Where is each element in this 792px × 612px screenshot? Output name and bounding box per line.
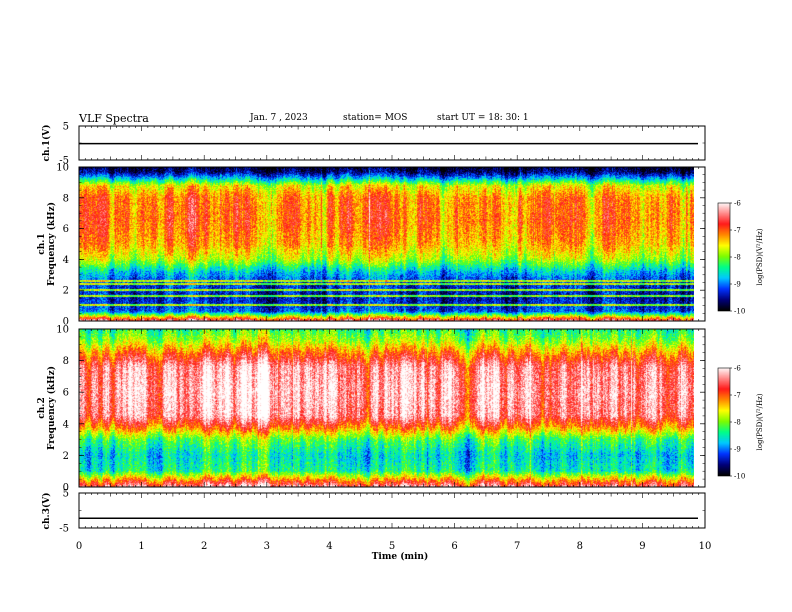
start-ut-label: start UT = 18: 30: 1 <box>437 113 529 123</box>
time-tick-label: 3 <box>264 541 270 552</box>
ch1-voltage-axis-label: ch.1(V) <box>41 125 52 162</box>
ch2-frequency-tick-label: 6 <box>63 388 69 399</box>
time-tick-label: 7 <box>514 541 520 552</box>
colorbar-tick-label: -6 <box>734 200 741 208</box>
time-tick-label: 1 <box>138 541 144 552</box>
ch1-frequency-tick-label: 8 <box>63 193 69 204</box>
ch2-frequency-tick-label: 10 <box>56 325 69 336</box>
spectrogram-image-ch2 <box>79 329 694 487</box>
panel-frame-4 <box>78 492 706 529</box>
ch2-frequency-axis-label: ch.2 <box>37 397 47 418</box>
ch1-frequency-axis-label: ch.1 <box>37 233 47 254</box>
colorbar-ch2 <box>718 368 730 476</box>
chart-title: VLF Spectra <box>79 112 149 125</box>
time-tick-label: 9 <box>639 541 645 552</box>
ch1-voltage-tick-label: 5 <box>63 122 69 133</box>
station-label: station= MOS <box>343 113 408 123</box>
colorbar-label-ch2: log(PSD)(V²/Hz) <box>756 393 764 450</box>
colorbar-tick-label: -6 <box>734 365 741 373</box>
time-tick-label: 0 <box>76 541 82 552</box>
time-axis-label: Time (min) <box>372 551 429 562</box>
ch1-frequency-axis-label: Frequency (kHz) <box>46 202 57 286</box>
colorbar-ch1 <box>718 203 730 311</box>
date-label: Jan. 7 , 2023 <box>250 113 308 123</box>
ch1-frequency-tick-label: 10 <box>56 163 69 174</box>
time-tick-label: 5 <box>389 541 395 552</box>
ch2-frequency-tick-label: 8 <box>63 356 69 367</box>
colorbar-tick-label: -8 <box>734 254 741 262</box>
time-tick-label: 8 <box>577 541 583 552</box>
ch3-voltage-tick-label: 5 <box>63 489 69 500</box>
time-tick-label: 6 <box>451 541 457 552</box>
colorbar-tick-label: -8 <box>734 419 741 427</box>
ch2-frequency-axis-label: Frequency (kHz) <box>46 366 57 450</box>
ch3-voltage-axis-label: ch.3(V) <box>41 493 52 530</box>
ch1-frequency-tick-label: 2 <box>63 286 69 297</box>
colorbar-tick-label: -7 <box>734 392 741 400</box>
ch1-frequency-tick-label: 6 <box>63 224 69 235</box>
ch1-frequency-tick-label: 0 <box>63 317 69 328</box>
colorbar-tick-label: -10 <box>734 473 745 481</box>
time-tick-label: 4 <box>326 541 332 552</box>
colorbar-tick-label: -9 <box>734 446 741 454</box>
colorbar-tick-label: -7 <box>734 227 741 235</box>
time-tick-label: 10 <box>699 541 712 552</box>
ch1-frequency-tick-label: 4 <box>63 255 69 266</box>
ch2-frequency-tick-label: 2 <box>63 451 69 462</box>
colorbar-label-ch1: log(PSD)(V²/Hz) <box>756 228 764 285</box>
ch2-frequency-tick-label: 4 <box>63 419 69 430</box>
ch2-frequency-tick-label: 0 <box>63 483 69 494</box>
colorbar-tick-label: -10 <box>734 308 745 316</box>
colorbar-tick-label: -9 <box>734 281 741 289</box>
ch3-voltage-tick-label: -5 <box>59 524 69 535</box>
spectrogram-image-ch1 <box>79 167 694 321</box>
time-tick-label: 2 <box>201 541 207 552</box>
ch1-voltage-tick-label: -5 <box>59 156 69 167</box>
